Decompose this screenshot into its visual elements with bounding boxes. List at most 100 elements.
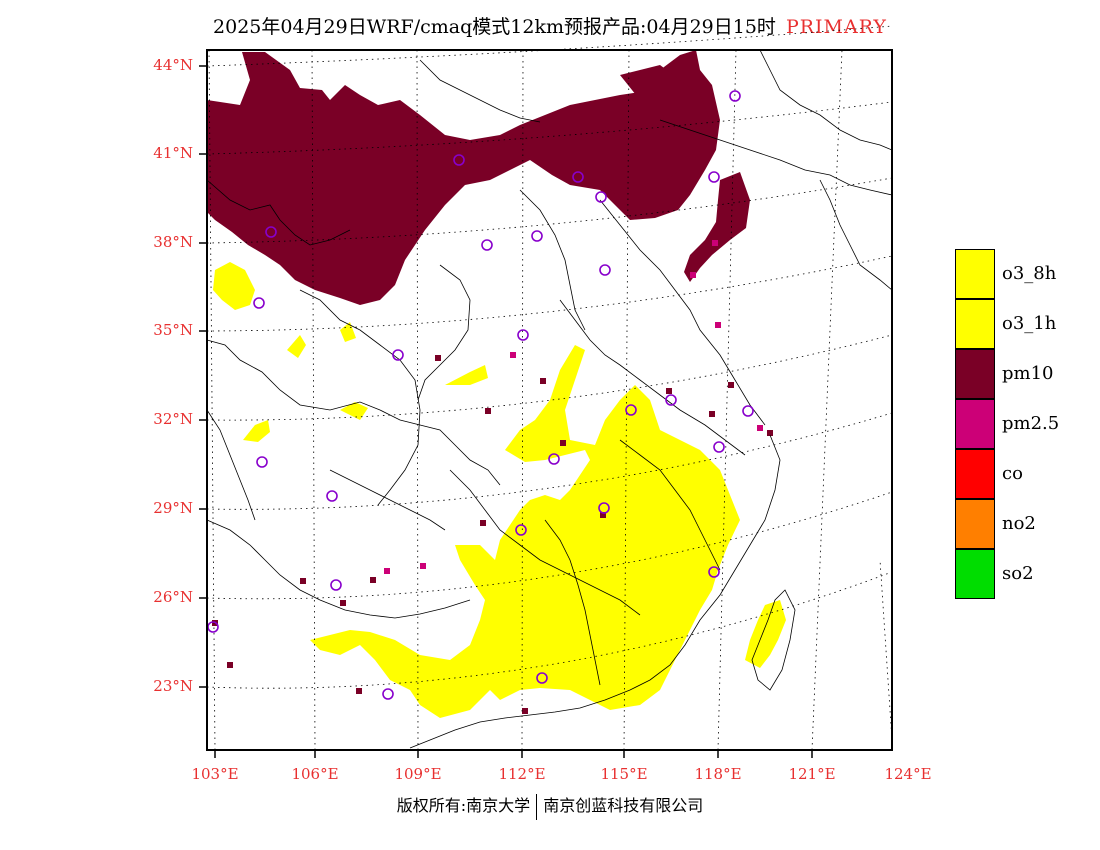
pollutant-speck xyxy=(757,425,763,431)
pollutant-speck xyxy=(690,272,696,278)
title-tag: PRIMARY xyxy=(785,16,887,38)
legend-item: o3_8h xyxy=(955,249,1095,299)
border-line xyxy=(559,299,746,456)
station-marker xyxy=(708,566,720,578)
station-marker xyxy=(708,171,720,183)
station-marker xyxy=(253,297,265,309)
legend-item: pm10 xyxy=(955,349,1095,399)
chart-title: 2025年04月29日WRF/cmaq模式12km预报产品:04月29日15时 P… xyxy=(0,12,1100,39)
border-line xyxy=(519,189,586,331)
meridian-line xyxy=(811,49,843,751)
station-marker xyxy=(625,404,637,416)
station-marker xyxy=(665,394,677,406)
legend-label: co xyxy=(1002,463,1023,484)
legend-item: so2 xyxy=(955,549,1095,599)
pollutant-speck xyxy=(384,568,390,574)
lon-label: 103°E xyxy=(191,765,239,783)
station-marker xyxy=(548,453,560,465)
border-line xyxy=(206,179,351,246)
legend-swatch xyxy=(955,349,995,399)
title-main: 2025年04月29日WRF/cmaq模式12km预报产品:04月29日15时 xyxy=(213,16,776,38)
o3-region xyxy=(340,402,368,420)
legend-item: pm2.5 xyxy=(955,399,1095,449)
legend-swatch xyxy=(955,499,995,549)
footer: 版权所有:南京大学 南京创蓝科技有限公司 xyxy=(0,792,1100,820)
lat-label: 32°N xyxy=(153,410,193,428)
footer-left: 版权所有:南京大学 xyxy=(396,796,531,815)
station-marker xyxy=(599,264,611,276)
legend-label: o3_8h xyxy=(1002,263,1057,284)
meridian-line xyxy=(521,49,524,751)
border-line xyxy=(819,179,893,291)
lat-label: 35°N xyxy=(153,321,193,339)
pollutant-speck xyxy=(340,600,346,606)
border-line xyxy=(409,434,781,749)
station-marker xyxy=(742,405,754,417)
axis-ticks xyxy=(199,65,813,758)
legend-swatch xyxy=(955,299,995,349)
lat-label: 41°N xyxy=(153,144,193,162)
station-marker xyxy=(729,90,741,102)
legend-item: co xyxy=(955,449,1095,499)
border-line xyxy=(449,469,641,616)
pollutant-speck xyxy=(715,322,721,328)
legend-item: no2 xyxy=(955,499,1095,549)
station-marker xyxy=(382,688,394,700)
legend-label: o3_1h xyxy=(1002,313,1057,334)
legend-swatch xyxy=(955,249,995,299)
o3-region xyxy=(445,365,488,385)
o3-region xyxy=(287,335,306,358)
meridian-line xyxy=(416,49,419,751)
pm10-region xyxy=(605,65,710,200)
pm10-region xyxy=(207,50,720,305)
border-line xyxy=(619,439,721,571)
meridian-line xyxy=(311,49,316,751)
station-marker xyxy=(598,502,610,514)
station-marker xyxy=(481,239,493,251)
legend-label: pm2.5 xyxy=(1002,413,1060,434)
pollutant-speck xyxy=(767,430,773,436)
station-marker xyxy=(330,579,342,591)
legend-label: pm10 xyxy=(1002,363,1054,384)
lon-label: 112°E xyxy=(498,765,546,783)
pollutant-speck xyxy=(522,708,528,714)
station-marker xyxy=(536,672,548,684)
parallel-line xyxy=(206,25,893,67)
meridian-line xyxy=(623,49,630,751)
border-line xyxy=(751,589,796,691)
border-line xyxy=(206,409,256,521)
legend-swatch xyxy=(955,399,995,449)
border-line xyxy=(419,59,541,123)
lat-label: 26°N xyxy=(153,588,193,606)
pollutant-speck xyxy=(666,388,672,394)
legend-swatch xyxy=(955,449,995,499)
station-marker xyxy=(256,456,268,468)
station-marker xyxy=(453,154,465,166)
pollutant-speck xyxy=(709,411,715,417)
legend-label: so2 xyxy=(1002,563,1034,584)
station-marker xyxy=(531,230,543,242)
legend-swatch xyxy=(955,549,995,599)
station-marker xyxy=(595,191,607,203)
border-line xyxy=(659,119,893,196)
footer-separator xyxy=(536,793,538,820)
province-borders xyxy=(206,49,893,749)
parallel-line xyxy=(206,101,893,155)
pollutant-speck xyxy=(480,520,486,526)
border-line xyxy=(206,339,501,486)
border-line xyxy=(599,199,766,426)
station-marker xyxy=(265,226,277,238)
pollutant-speck xyxy=(600,512,606,518)
pollutant-speck xyxy=(540,378,546,384)
lat-label: 38°N xyxy=(153,233,193,251)
meridian-line xyxy=(717,49,737,751)
lon-label: 124°E xyxy=(884,765,932,783)
station-marker xyxy=(572,171,584,183)
pollutant-speck xyxy=(435,355,441,361)
border-line xyxy=(759,49,893,151)
lon-label: 106°E xyxy=(291,765,339,783)
pollutant-speck xyxy=(560,440,566,446)
lat-label: 29°N xyxy=(153,499,193,517)
border-line xyxy=(417,264,471,401)
